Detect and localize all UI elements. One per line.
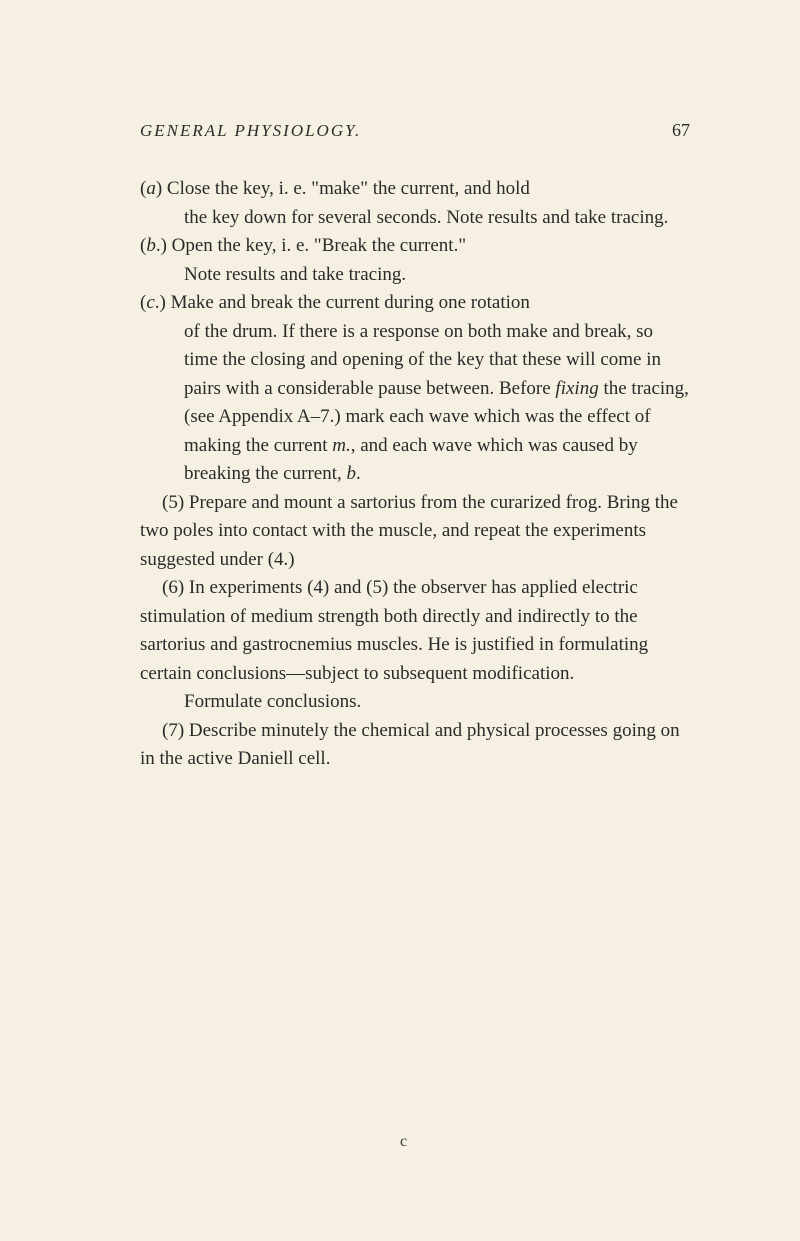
var-b: b: [346, 463, 356, 484]
text: .) Make and break the current during one…: [155, 292, 530, 313]
body-text: (a) Close the key, i. e. "make" the curr…: [140, 175, 690, 774]
label-c: c: [146, 292, 154, 313]
label-b: b: [146, 235, 156, 256]
item-5: (5) Prepare and mount a sartorius from t…: [140, 489, 690, 575]
item-b-cont: Note results and take tracing.: [140, 261, 690, 290]
page: GENERAL PHYSIOLOGY. 67 (a) Close the key…: [0, 0, 800, 1241]
item-a-line1: (a) Close the key, i. e. "make" the curr…: [140, 175, 690, 204]
page-number: 67: [672, 120, 690, 141]
text: .: [356, 463, 361, 484]
word-fixing: fixing: [555, 378, 598, 399]
var-m: m.: [332, 435, 350, 456]
footer-mark: c: [400, 1133, 407, 1151]
label-a: a: [146, 178, 156, 199]
running-header: GENERAL PHYSIOLOGY. 67: [140, 120, 690, 141]
header-title: GENERAL PHYSIOLOGY.: [140, 121, 361, 141]
item-c-line1: (c.) Make and break the current during o…: [140, 289, 690, 318]
text: .) Open the key, i. e. "Break the curren…: [156, 235, 466, 256]
item-6-conclusion: Formulate conclusions.: [140, 688, 690, 717]
item-6: (6) In experiments (4) and (5) the obser…: [140, 574, 690, 688]
text: ) Close the key, i. e. "make" the curren…: [156, 178, 530, 199]
item-7: (7) Describe minutely the chemical and p…: [140, 717, 690, 774]
item-a-cont: the key down for several seconds. Note r…: [140, 204, 690, 233]
item-b-line1: (b.) Open the key, i. e. "Break the curr…: [140, 232, 690, 261]
item-c-cont: of the drum. If there is a response on b…: [140, 318, 690, 489]
